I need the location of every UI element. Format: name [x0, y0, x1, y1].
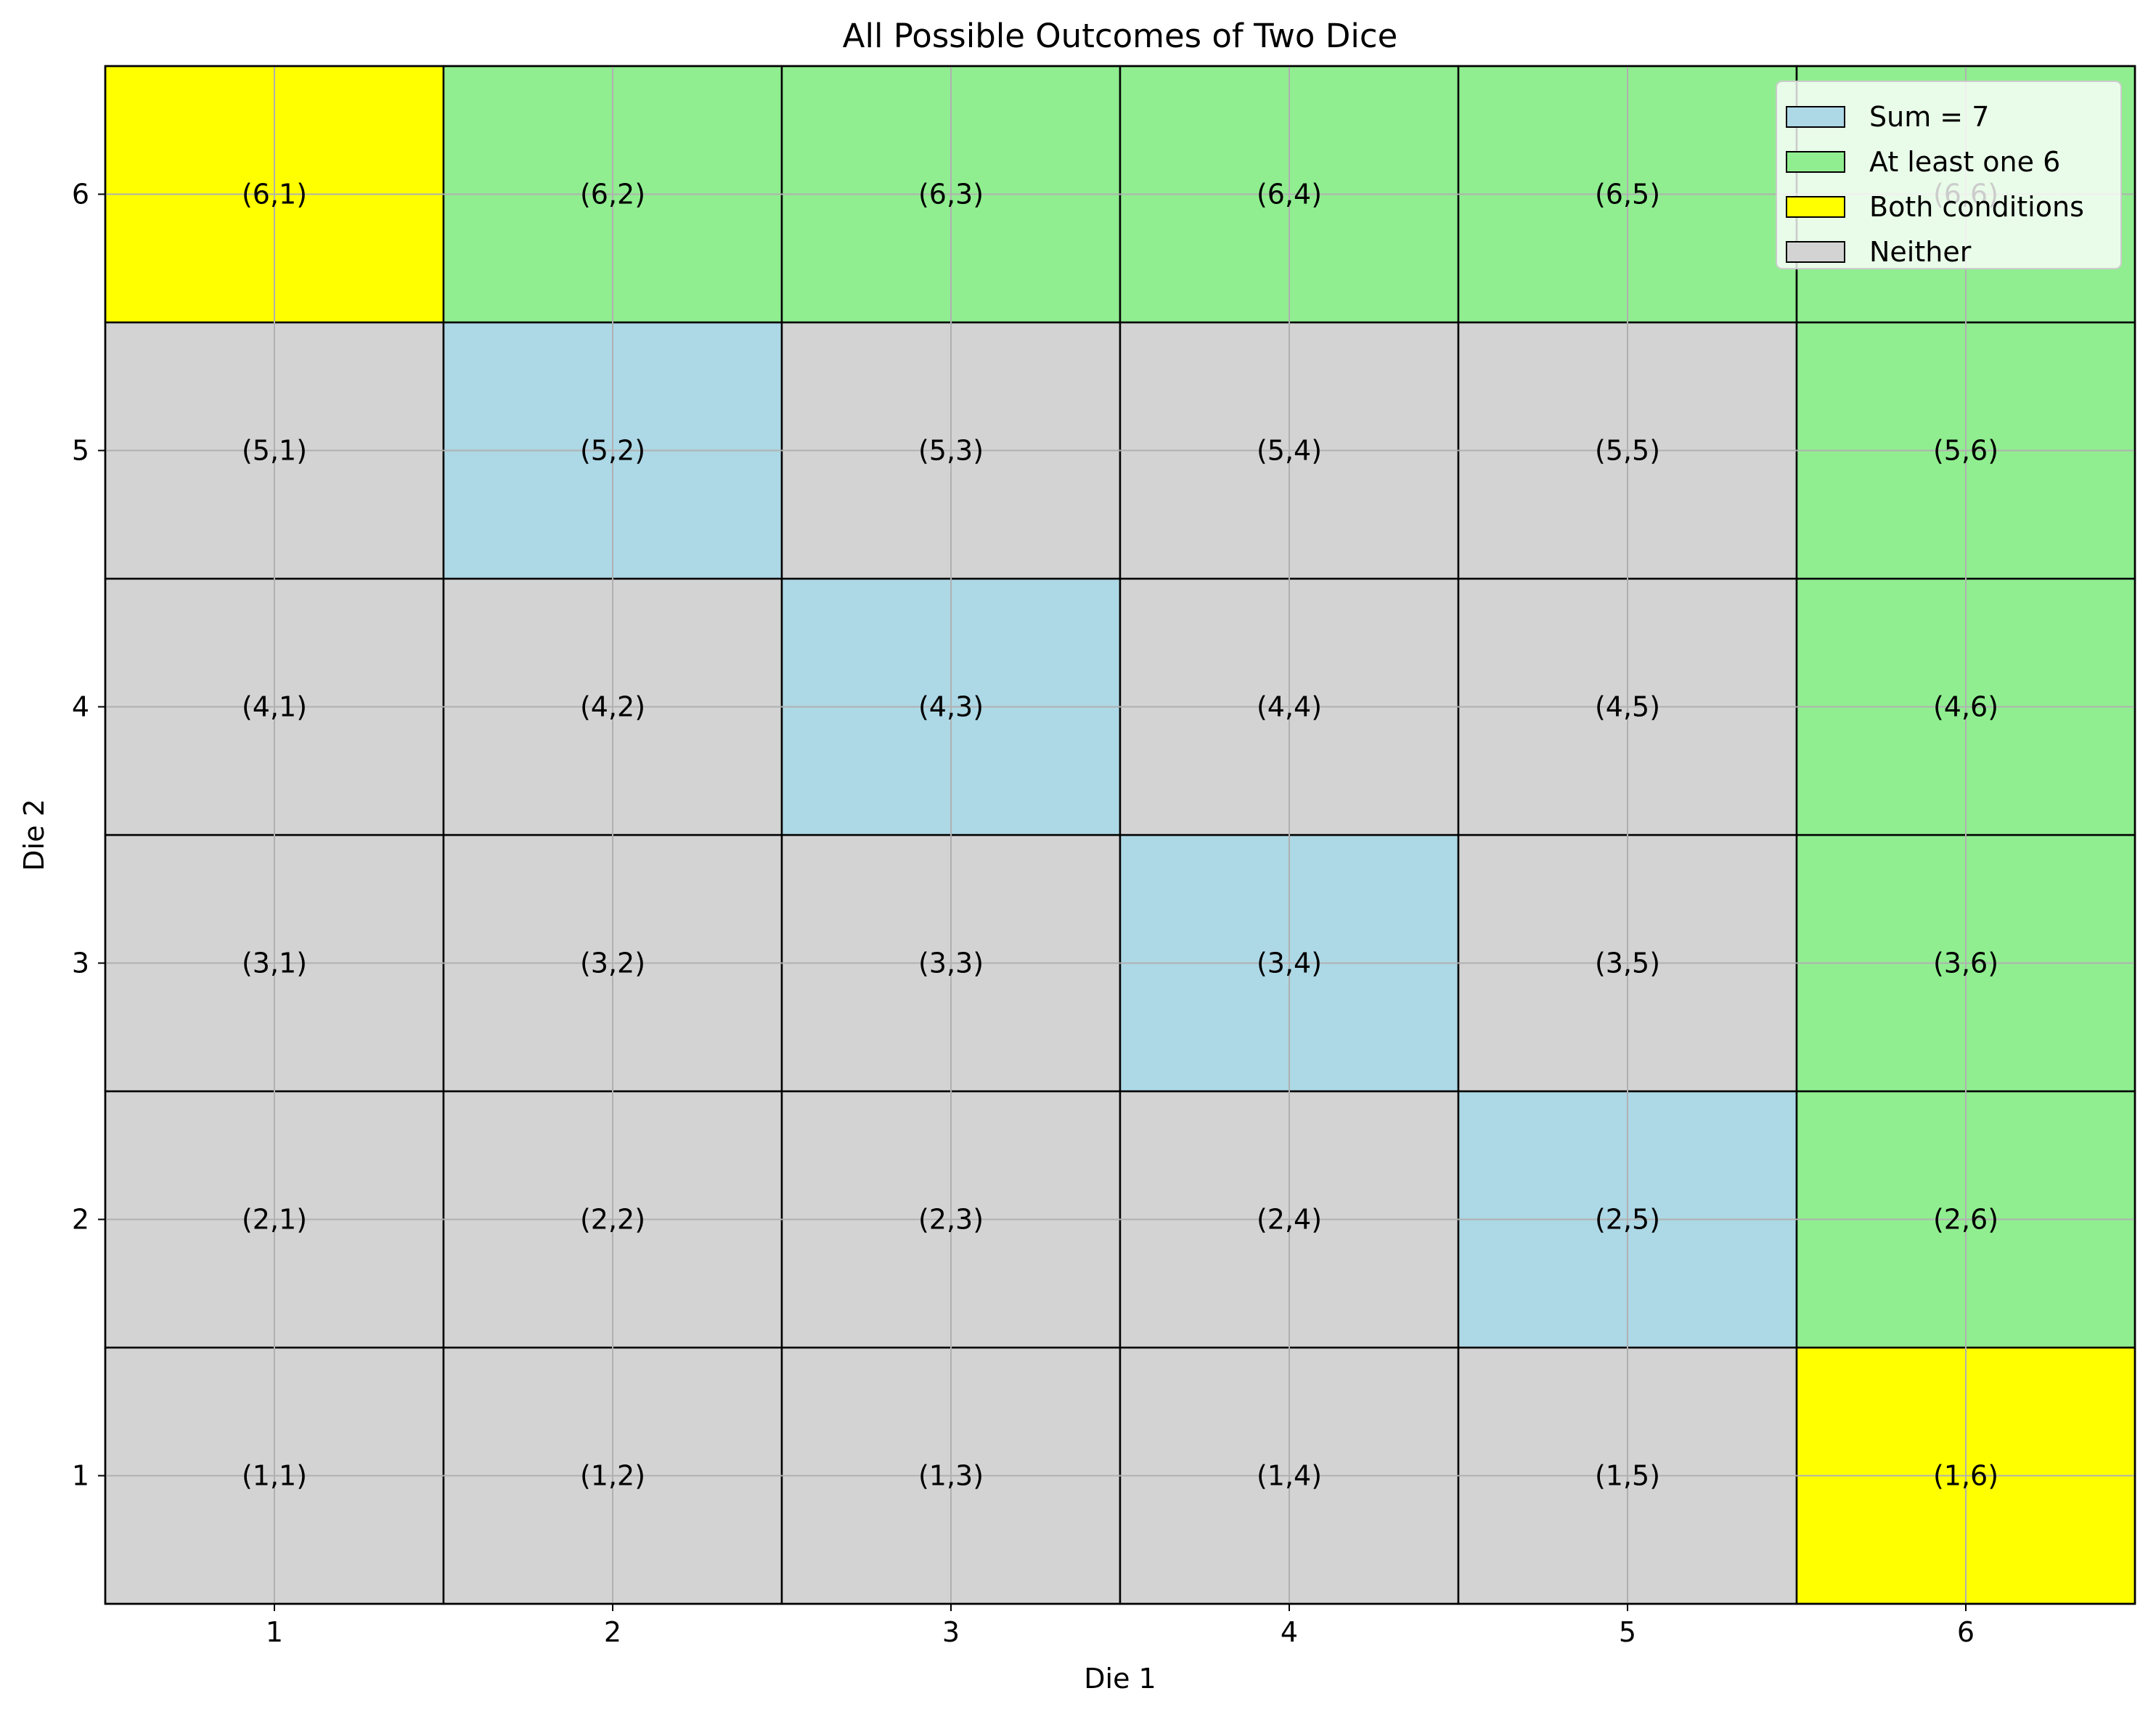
- cell-label: (5,3): [918, 435, 984, 467]
- cell-layer: [104, 65, 2136, 1605]
- cell-label: (3,4): [1257, 947, 1322, 979]
- cell-label: (4,2): [580, 691, 645, 723]
- cell-label: (5,4): [1257, 435, 1322, 467]
- legend-entry-label: Sum = 7: [1869, 101, 1989, 133]
- y-tick-label: 3: [72, 947, 89, 979]
- cell-label: (4,1): [242, 691, 307, 723]
- cell-label: (3,5): [1595, 947, 1660, 979]
- cell-label: (1,1): [242, 1460, 307, 1492]
- cell-label: (3,6): [1933, 947, 1998, 979]
- cell-label: (3,2): [580, 947, 645, 979]
- legend: Sum = 7 At least one 6 Both conditions Neit…: [1776, 81, 2122, 269]
- legend-swatch: [1786, 196, 1845, 218]
- cell-label: (6,3): [918, 179, 984, 211]
- cell-label: (1,3): [918, 1460, 984, 1492]
- cell-label: (5,6): [1933, 435, 1998, 467]
- cell-label: (3,3): [918, 947, 984, 979]
- cell-label: (5,5): [1595, 435, 1660, 467]
- axes-frame: [104, 65, 2136, 1605]
- y-tick-label: 5: [72, 435, 89, 467]
- legend-swatch: [1786, 106, 1845, 128]
- legend-swatch: [1786, 151, 1845, 173]
- cell-label: (2,6): [1933, 1204, 1998, 1236]
- cell-label: (6,4): [1257, 179, 1322, 211]
- chart-title: All Possible Outcomes of Two Dice: [843, 17, 1398, 55]
- legend-entry-label: Both conditions: [1869, 191, 2084, 223]
- cell-label: (2,4): [1257, 1204, 1322, 1236]
- legend-entry-label: At least one 6: [1869, 146, 2060, 178]
- cell-label: (4,5): [1595, 691, 1660, 723]
- cell-label: (2,2): [580, 1204, 645, 1236]
- cell-label: (4,6): [1933, 691, 1998, 723]
- y-tick-label: 1: [72, 1460, 89, 1492]
- cell-label: (2,3): [918, 1204, 984, 1236]
- tick-layer: 1 2 3 4 5 6 1 2 3 4 5 6: [72, 179, 1975, 1649]
- cell-label: (6,5): [1595, 179, 1660, 211]
- cell-label: (6,2): [580, 179, 645, 211]
- cell-label: (1,4): [1257, 1460, 1322, 1492]
- y-tick-label: 6: [72, 179, 89, 211]
- y-axis-label: Die 2: [18, 799, 50, 871]
- y-tick-label: 4: [72, 691, 89, 723]
- x-tick-label: 2: [604, 1616, 621, 1648]
- x-tick-label: 4: [1281, 1616, 1298, 1648]
- cell-label: (1,5): [1595, 1460, 1660, 1492]
- cell-label: (4,4): [1257, 691, 1322, 723]
- cell-label: (5,2): [580, 435, 645, 467]
- x-tick-label: 3: [942, 1616, 960, 1648]
- cell-label: (2,5): [1595, 1204, 1660, 1236]
- x-tick-label: 5: [1619, 1616, 1636, 1648]
- legend-entry-label: Neither: [1869, 236, 1972, 268]
- cell-label-layer: (1,1) (1,2) (1,3) (1,4) (1,5) (1,6) (2,1) (2,2)…: [242, 179, 1998, 1492]
- cell-label: (1,2): [580, 1460, 645, 1492]
- legend-swatch: [1786, 241, 1845, 263]
- cell-label: (6,1): [242, 179, 307, 211]
- cell-label: (3,1): [242, 947, 307, 979]
- cell-label: (5,1): [242, 435, 307, 467]
- x-axis-label: Die 1: [1084, 1663, 1156, 1695]
- x-tick-label: 6: [1957, 1616, 1975, 1648]
- cell-label: (2,1): [242, 1204, 307, 1236]
- legend-box: [1776, 81, 2122, 269]
- x-tick-label: 1: [266, 1616, 283, 1648]
- cell-label: (1,6): [1933, 1460, 1998, 1492]
- y-tick-label: 2: [72, 1204, 89, 1236]
- cell-label: (4,3): [918, 691, 984, 723]
